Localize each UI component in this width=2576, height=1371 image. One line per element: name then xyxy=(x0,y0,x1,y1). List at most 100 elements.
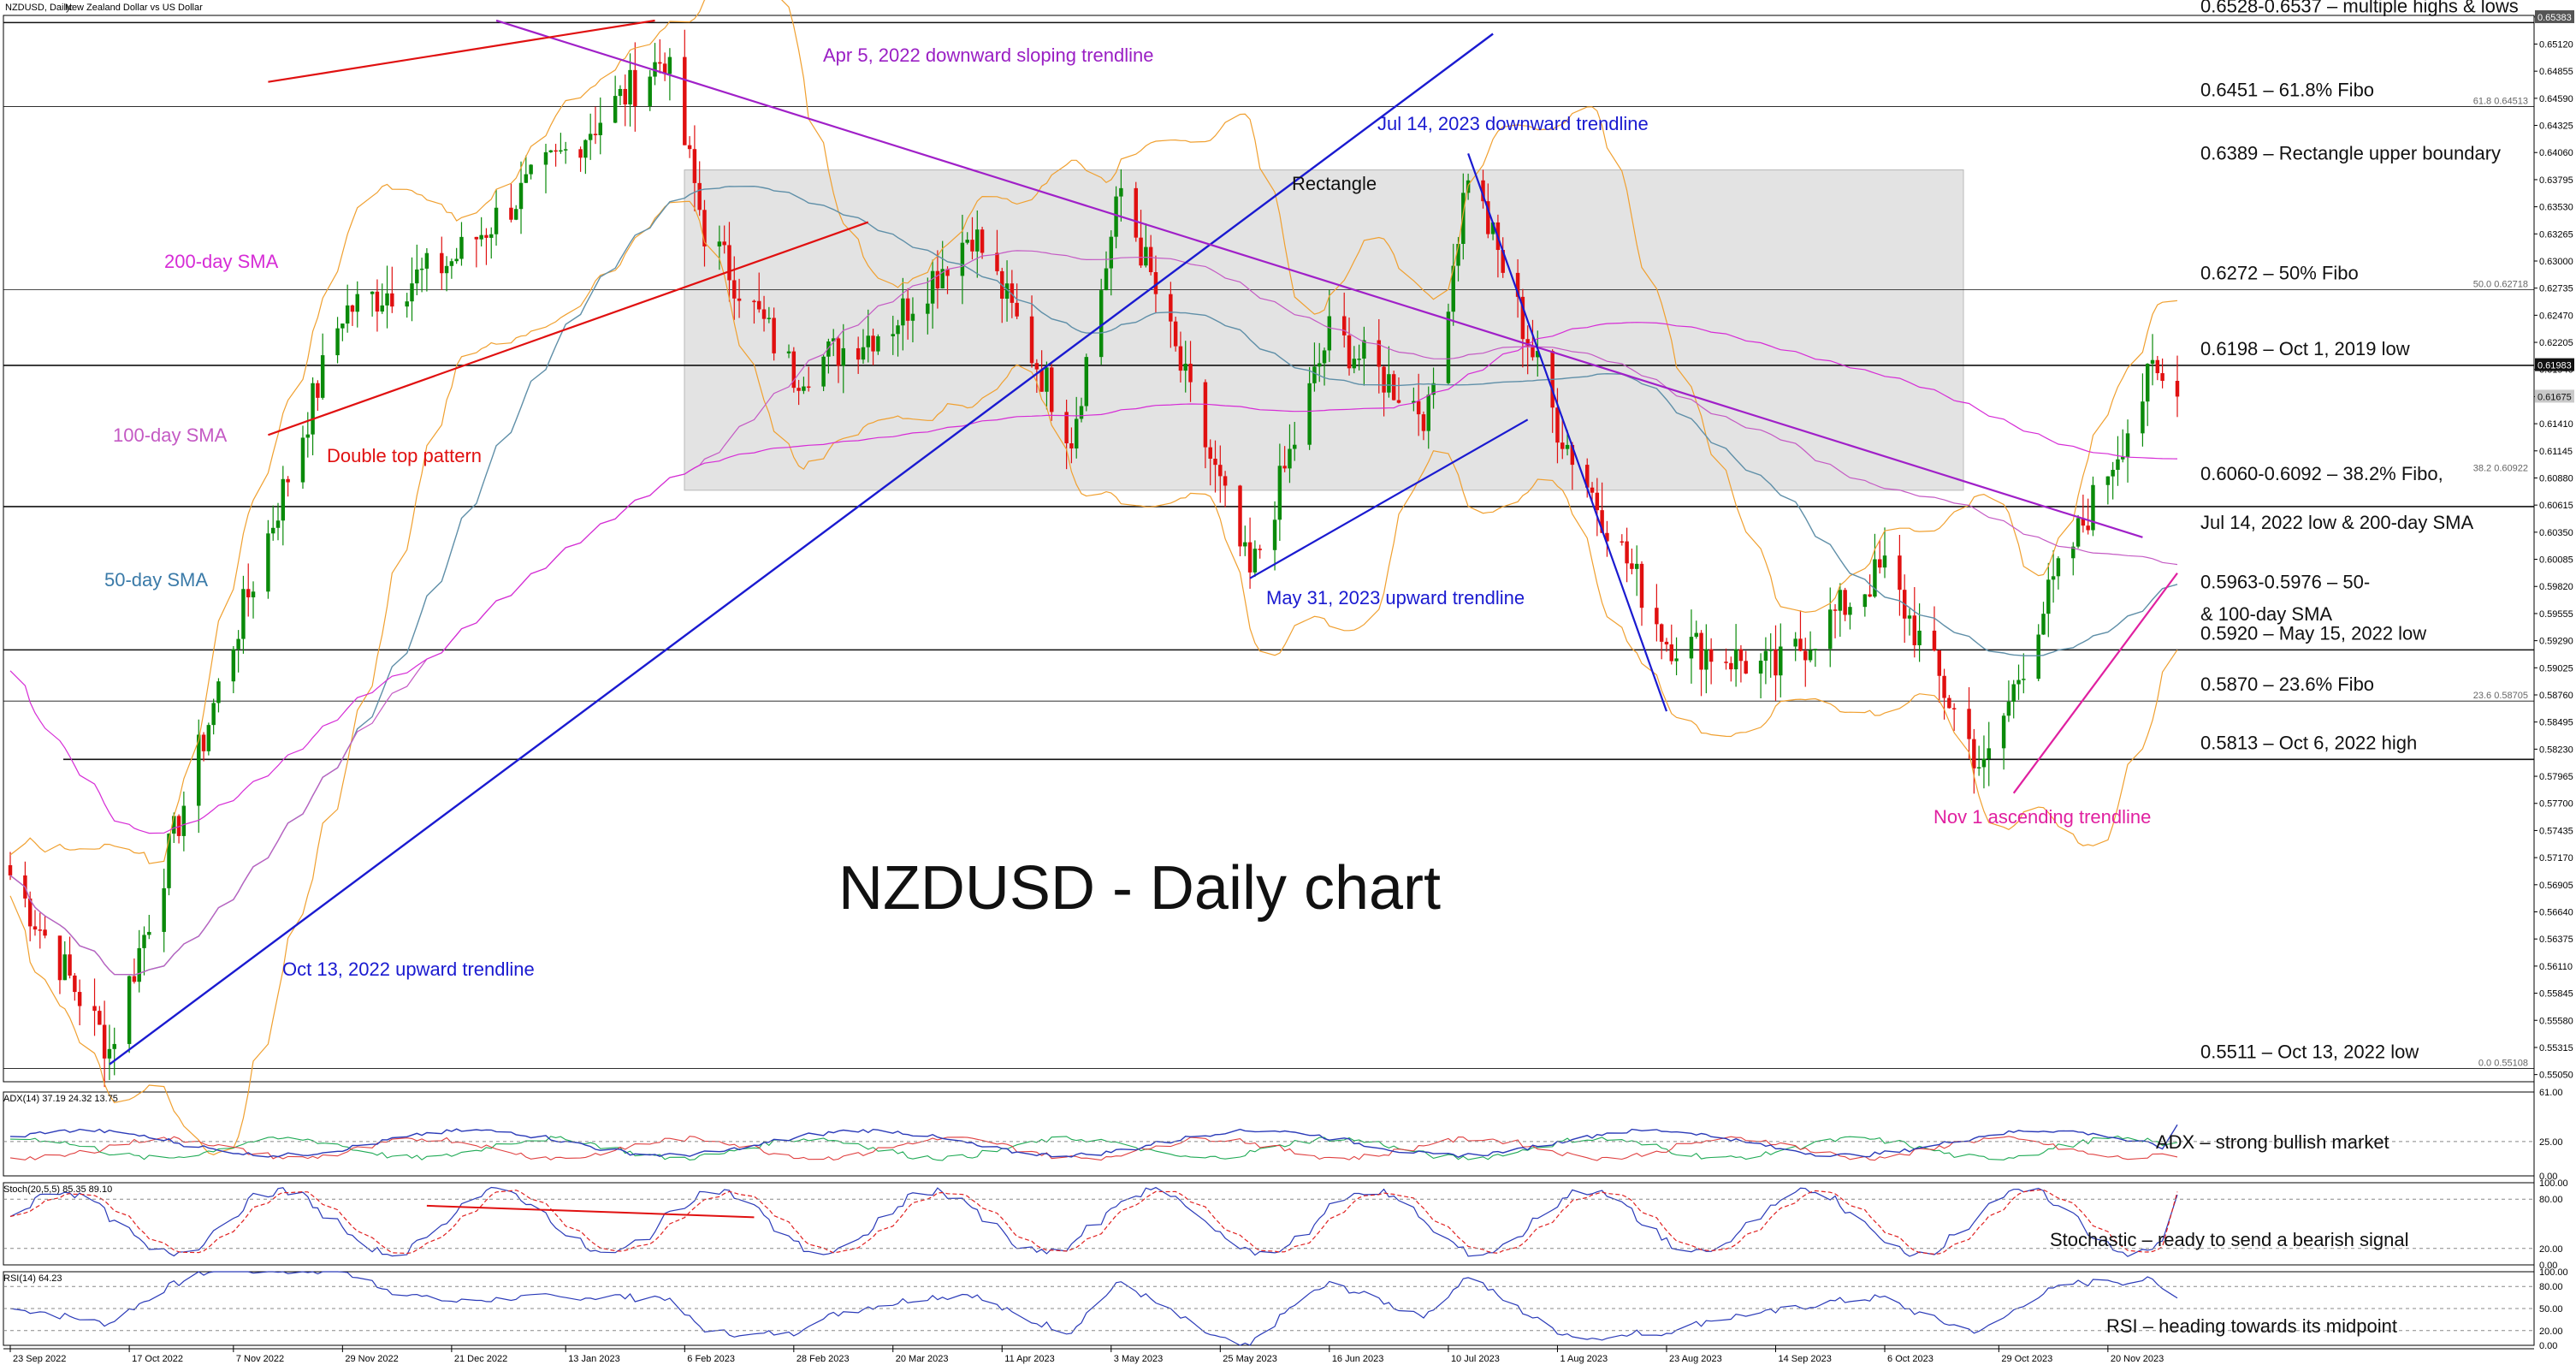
candle-body xyxy=(732,280,737,299)
candle-body xyxy=(658,62,662,64)
candle-body xyxy=(1515,272,1520,297)
candle-body xyxy=(1416,401,1421,415)
candle-body xyxy=(181,805,187,836)
candle-body xyxy=(901,298,905,326)
date-axis-tick: 25 May 2023 xyxy=(1223,1354,1277,1364)
level-label: & 100-day SMA xyxy=(2200,603,2332,625)
candle-body xyxy=(236,638,240,650)
adx-plus-di-line xyxy=(9,1135,2178,1161)
candle-body xyxy=(1659,624,1664,642)
rsi-axis-tick: 50.00 xyxy=(2539,1304,2563,1315)
candle-body xyxy=(1396,400,1401,403)
candle-body xyxy=(1828,609,1833,650)
date-axis-tick: 28 Feb 2023 xyxy=(796,1354,850,1364)
candle-body xyxy=(251,591,256,597)
candle-body xyxy=(1258,549,1262,550)
candle-body xyxy=(197,734,201,806)
candle-body xyxy=(320,355,325,398)
candle-body xyxy=(1238,485,1242,547)
candle-body xyxy=(385,293,389,306)
date-axis-tick: 20 Mar 2023 xyxy=(896,1354,949,1364)
sma100-line xyxy=(9,250,2178,976)
candle-body xyxy=(1223,476,1228,486)
price-axis-tick: 0.59820 xyxy=(2539,582,2573,592)
candle-body xyxy=(1119,187,1123,197)
candle-body xyxy=(2001,715,2006,749)
level-label: 0.6060-0.6092 – 38.2% Fibo, xyxy=(2200,463,2443,484)
date-axis-tick: 23 Sep 2022 xyxy=(13,1354,66,1364)
symbol-label: NZDUSD, Daily: xyxy=(5,3,73,13)
price-axis-tick: 0.63795 xyxy=(2539,175,2573,186)
candle-body xyxy=(1045,367,1049,392)
candle-body xyxy=(1352,359,1357,369)
candle-body xyxy=(1451,265,1455,312)
sma200-line xyxy=(9,322,2178,834)
candle-body xyxy=(1947,697,1951,709)
candle-body xyxy=(355,294,359,312)
candle-body xyxy=(945,269,950,276)
candle-body xyxy=(68,954,72,976)
candle-body xyxy=(761,309,767,319)
candle-body xyxy=(2056,558,2061,577)
candle-body xyxy=(2006,701,2011,716)
candle-body xyxy=(246,589,251,597)
candle-body xyxy=(772,318,776,353)
candle-body xyxy=(127,976,132,1044)
price-axis-tick: 0.58495 xyxy=(2539,718,2573,728)
candle-body xyxy=(1674,658,1679,662)
candle-body xyxy=(1774,650,1778,676)
annotation-double-top: Double top pattern xyxy=(327,445,482,466)
date-axis-tick: 3 May 2023 xyxy=(1114,1354,1163,1364)
candle-body xyxy=(1362,340,1366,359)
candle-body xyxy=(1099,290,1104,358)
rsi-axis-tick: 80.00 xyxy=(2539,1282,2563,1292)
candle-body xyxy=(27,898,33,927)
candle-body xyxy=(2022,679,2026,680)
rsi-axis-tick: 20.00 xyxy=(2539,1326,2563,1337)
candle-body xyxy=(162,887,166,932)
candle-body xyxy=(588,134,593,140)
candle-body xyxy=(1243,542,1247,547)
candle-body xyxy=(33,926,38,930)
candle-body xyxy=(563,149,568,151)
candle-body xyxy=(1173,321,1178,347)
candle-body xyxy=(1981,758,1987,768)
fibo-label: 23.6 0.58705 xyxy=(2473,691,2528,701)
candle-body xyxy=(613,96,618,123)
candle-body xyxy=(2036,634,2040,680)
candle-body xyxy=(1144,246,1148,266)
stoch-d-line xyxy=(9,1189,2178,1255)
price-badge xyxy=(2535,358,2574,371)
adx-header: ADX(14) 37.19 24.32 13.75 xyxy=(3,1094,118,1104)
price-badge xyxy=(2535,389,2574,403)
stoch-axis-tick: 20.00 xyxy=(2539,1244,2563,1255)
annotation-sma50: 50-day SMA xyxy=(104,569,208,591)
candle-body xyxy=(1555,407,1560,443)
candle-body xyxy=(1213,458,1217,466)
candle-body xyxy=(1421,414,1426,431)
price-badge-label: 0.65383 xyxy=(2538,13,2572,23)
candle-body xyxy=(1987,748,1991,759)
candle-body xyxy=(167,834,171,888)
candle-body xyxy=(300,437,305,483)
candle-body xyxy=(241,589,246,639)
candle-body xyxy=(1277,466,1282,520)
candle-body xyxy=(1605,532,1609,542)
candle-body xyxy=(1620,541,1625,543)
candle-body xyxy=(405,301,409,307)
price-axis-tick: 0.55580 xyxy=(2539,1016,2573,1026)
candle-body xyxy=(667,56,672,74)
level-label: 0.5963-0.5976 – 50- xyxy=(2200,572,2370,593)
candle-body xyxy=(2081,518,2086,526)
level-label: 0.6451 – 61.8% Fibo xyxy=(2200,79,2374,100)
level-label: 0.6198 – Oct 1, 2019 low xyxy=(2200,338,2410,359)
candle-body xyxy=(1565,444,1570,449)
price-axis-tick: 0.56640 xyxy=(2539,908,2573,918)
date-axis-tick: 21 Dec 2022 xyxy=(454,1354,507,1364)
trendline-nov1 xyxy=(2012,573,2178,794)
level-label: 0.5920 – May 15, 2022 low xyxy=(2200,622,2426,644)
level-label: Jul 14, 2022 low & 200-day SMA xyxy=(2200,512,2474,533)
candle-body xyxy=(1882,555,1887,568)
candle-body xyxy=(211,703,216,726)
candle-body xyxy=(345,305,350,324)
